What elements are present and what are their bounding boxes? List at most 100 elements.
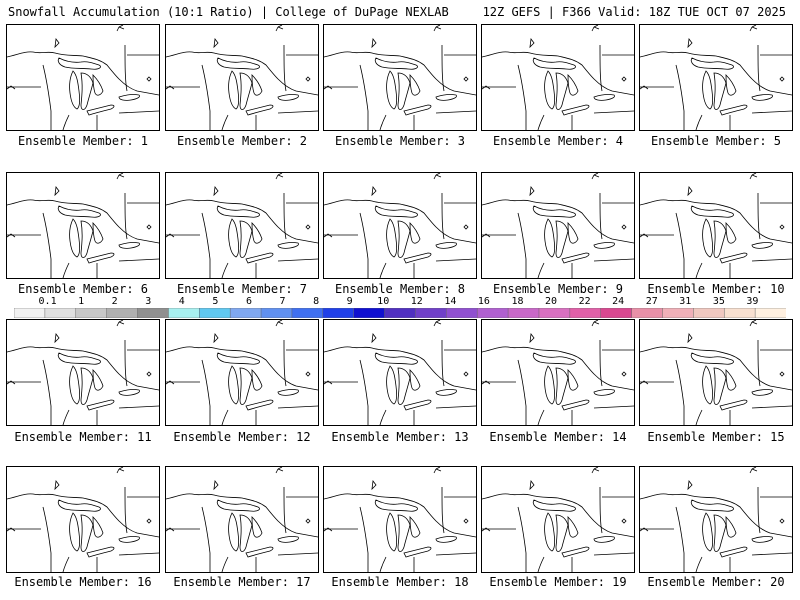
colorbar-tick-label: 16: [477, 296, 490, 307]
ensemble-member-label: Ensemble Member: 14: [489, 430, 627, 444]
ensemble-member-label: Ensemble Member: 13: [331, 430, 469, 444]
colorbar-tick-label: 8: [313, 296, 320, 307]
ensemble-member-map-3: [323, 24, 477, 131]
colorbar-swatch: [476, 308, 509, 318]
ensemble-member-map-1: [6, 24, 160, 131]
colorbar-swatch: [384, 308, 417, 318]
chart-title: Snowfall Accumulation (10:1 Ratio) | Col…: [8, 5, 449, 19]
colorbar-swatch: [168, 308, 201, 318]
ensemble-member-label: Ensemble Member: 4: [492, 134, 624, 148]
colorbar-tick-label: 27: [645, 296, 658, 307]
colorbar-swatch: [75, 308, 108, 318]
colorbar-tick-label: 39: [746, 296, 759, 307]
colorbar-swatch: [723, 308, 756, 318]
colorbar-swatch: [291, 308, 324, 318]
basemap: [482, 25, 634, 130]
basemap: [640, 173, 792, 278]
colorbar-tick-label: 7: [279, 296, 286, 307]
basemap: [324, 25, 476, 130]
basemap: [7, 320, 159, 425]
basemap: [640, 467, 792, 572]
colorbar-tick-label: 35: [712, 296, 725, 307]
ensemble-member-label: Ensemble Member: 18: [331, 575, 469, 589]
ensemble-member-map-17: [165, 466, 319, 573]
ensemble-member-map-5: [639, 24, 793, 131]
colorbar-tick-label: 4: [178, 296, 185, 307]
colorbar-swatch: [754, 308, 786, 318]
colorbar-swatch: [693, 308, 725, 318]
colorbar-tick-label: 24: [612, 296, 625, 307]
colorbar-swatch: [600, 308, 633, 318]
ensemble-member-label: Ensemble Member: 8: [334, 282, 466, 296]
basemap: [166, 467, 318, 572]
ensemble-member-map-18: [323, 466, 477, 573]
colorbar-swatch: [260, 308, 293, 318]
colorbar-swatch: [199, 308, 231, 318]
ensemble-member-label: Ensemble Member: 20: [647, 575, 785, 589]
ensemble-member-map-4: [481, 24, 635, 131]
ensemble-member-label: Ensemble Member: 10: [647, 282, 785, 296]
colorbar-tick-label: 18: [511, 296, 524, 307]
ensemble-member-map-10: [639, 172, 793, 279]
basemap: [324, 320, 476, 425]
colorbar-tick-label: 22: [578, 296, 591, 307]
colorbar-tick-label: 2: [111, 296, 118, 307]
colorbar-swatch: [14, 308, 46, 318]
ensemble-member-label: Ensemble Member: 15: [647, 430, 785, 444]
colorbar-tick-label: 1: [78, 296, 85, 307]
ensemble-member-map-9: [481, 172, 635, 279]
ensemble-member-map-16: [6, 466, 160, 573]
ensemble-member-label: Ensemble Member: 12: [173, 430, 311, 444]
basemap: [166, 320, 318, 425]
colorbar-swatch: [415, 308, 448, 318]
ensemble-member-label: Ensemble Member: 9: [492, 282, 624, 296]
basemap: [640, 320, 792, 425]
colorbar-tick-label: 5: [212, 296, 219, 307]
ensemble-member-map-15: [639, 319, 793, 426]
basemap: [7, 173, 159, 278]
colorbar: [14, 308, 786, 318]
colorbar-tick-label: 20: [545, 296, 558, 307]
ensemble-member-label: Ensemble Member: 16: [14, 575, 152, 589]
basemap: [324, 173, 476, 278]
colorbar-swatch: [662, 308, 695, 318]
basemap: [482, 173, 634, 278]
colorbar-swatch: [538, 308, 571, 318]
ensemble-member-label: Ensemble Member: 17: [173, 575, 311, 589]
basemap: [482, 467, 634, 572]
colorbar-swatch: [137, 308, 170, 318]
ensemble-member-label: Ensemble Member: 7: [176, 282, 308, 296]
ensemble-member-label: Ensemble Member: 19: [489, 575, 627, 589]
basemap: [7, 467, 159, 572]
colorbar-tick-label: 14: [444, 296, 457, 307]
ensemble-member-map-20: [639, 466, 793, 573]
basemap: [166, 25, 318, 130]
ensemble-member-label: Ensemble Member: 2: [176, 134, 308, 148]
colorbar-swatch: [44, 308, 77, 318]
ensemble-member-map-13: [323, 319, 477, 426]
ensemble-member-map-2: [165, 24, 319, 131]
colorbar-tick-label: 12: [410, 296, 423, 307]
colorbar-swatch: [446, 308, 478, 318]
colorbar-swatch: [507, 308, 540, 318]
colorbar-tick-label: 6: [245, 296, 252, 307]
colorbar-swatch: [229, 308, 262, 318]
ensemble-member-map-7: [165, 172, 319, 279]
colorbar-swatch: [322, 308, 355, 318]
ensemble-member-map-6: [6, 172, 160, 279]
basemap: [7, 25, 159, 130]
ensemble-member-map-12: [165, 319, 319, 426]
colorbar-swatch: [631, 308, 664, 318]
basemap: [166, 173, 318, 278]
colorbar-tick-label: 3: [145, 296, 152, 307]
ensemble-member-map-8: [323, 172, 477, 279]
colorbar-swatch: [353, 308, 386, 318]
ensemble-member-map-14: [481, 319, 635, 426]
basemap: [640, 25, 792, 130]
colorbar-tick-label: 10: [377, 296, 390, 307]
basemap: [324, 467, 476, 572]
colorbar-tick-label: 0.1: [38, 296, 57, 307]
ensemble-member-label: Ensemble Member: 3: [334, 134, 466, 148]
run-valid-time: 12Z GEFS | F366 Valid: 18Z TUE OCT 07 20…: [482, 5, 786, 19]
colorbar-swatch: [106, 308, 139, 318]
